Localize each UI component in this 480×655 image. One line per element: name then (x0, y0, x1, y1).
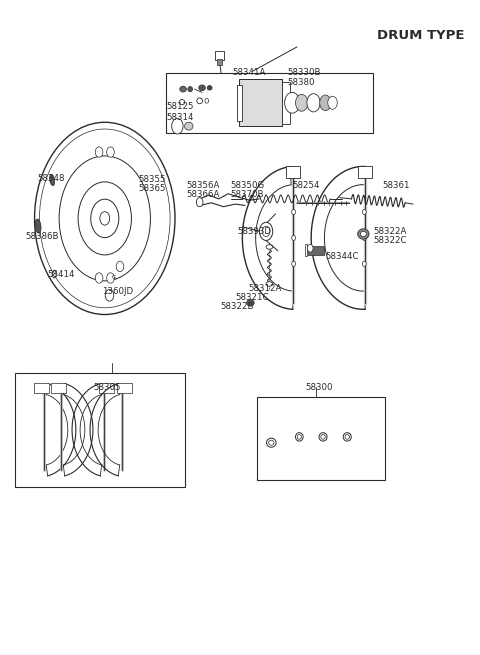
Circle shape (96, 272, 103, 283)
Ellipse shape (180, 86, 186, 92)
Text: 58322B: 58322B (220, 302, 253, 311)
Circle shape (172, 119, 183, 134)
Bar (282, 82, 290, 124)
Circle shape (116, 261, 124, 272)
Text: 58312A: 58312A (249, 284, 282, 293)
Bar (217, 59, 222, 65)
Circle shape (105, 290, 114, 301)
Text: 58414: 58414 (48, 270, 75, 279)
Circle shape (78, 182, 132, 255)
Ellipse shape (266, 245, 273, 250)
Circle shape (307, 94, 320, 112)
Circle shape (307, 244, 313, 252)
Text: 58322C: 58322C (374, 236, 408, 245)
Text: 58300: 58300 (305, 383, 333, 392)
Bar (93, 276, 117, 288)
Circle shape (107, 272, 114, 283)
Text: G: G (112, 276, 116, 280)
Bar (216, 51, 224, 60)
Text: 58380: 58380 (288, 77, 315, 86)
Text: 58386B: 58386B (25, 232, 59, 241)
Circle shape (296, 94, 308, 111)
Ellipse shape (35, 219, 41, 233)
Circle shape (362, 210, 366, 214)
Circle shape (91, 199, 119, 238)
Ellipse shape (345, 434, 349, 440)
Circle shape (107, 147, 114, 157)
Ellipse shape (49, 174, 55, 185)
Text: 58341A: 58341A (233, 68, 266, 77)
Text: 58125: 58125 (167, 102, 194, 111)
Text: 58366A: 58366A (187, 190, 220, 199)
Circle shape (100, 212, 110, 225)
Ellipse shape (199, 85, 205, 91)
Text: 58254: 58254 (292, 181, 320, 191)
Ellipse shape (205, 98, 209, 103)
Circle shape (39, 129, 170, 308)
Circle shape (262, 226, 270, 236)
Text: 1360JD: 1360JD (102, 287, 133, 295)
Ellipse shape (266, 282, 273, 286)
Ellipse shape (297, 434, 301, 440)
Ellipse shape (180, 100, 185, 105)
Bar (304, 244, 307, 256)
Circle shape (320, 95, 331, 111)
Bar (14, 373, 185, 487)
Circle shape (362, 261, 366, 267)
Text: 58365: 58365 (138, 184, 166, 193)
Bar (167, 73, 373, 133)
Ellipse shape (269, 440, 274, 445)
Ellipse shape (296, 433, 303, 441)
Bar (237, 84, 242, 121)
Text: 58322A: 58322A (374, 227, 407, 236)
Circle shape (59, 156, 150, 281)
Circle shape (328, 96, 337, 109)
Circle shape (96, 147, 103, 157)
Ellipse shape (52, 271, 56, 278)
Bar (34, 383, 49, 394)
Text: 58344C: 58344C (325, 252, 359, 261)
Ellipse shape (319, 433, 327, 441)
Bar (257, 397, 384, 480)
Bar (91, 148, 119, 162)
Text: 58330B: 58330B (288, 68, 321, 77)
Text: 58393D: 58393D (238, 227, 272, 236)
Circle shape (285, 92, 300, 113)
Bar (239, 79, 282, 126)
Text: DRUM TYPE: DRUM TYPE (376, 29, 464, 42)
Bar (358, 166, 372, 178)
Ellipse shape (184, 122, 193, 130)
Circle shape (292, 261, 296, 267)
Text: 58355: 58355 (138, 175, 166, 184)
Ellipse shape (360, 231, 366, 236)
Text: 58370B: 58370B (230, 190, 264, 199)
Text: 58350G: 58350G (230, 181, 265, 191)
Bar (51, 383, 66, 394)
Ellipse shape (321, 434, 325, 440)
Text: 58361: 58361 (383, 181, 410, 191)
Text: 58305: 58305 (93, 383, 120, 392)
Ellipse shape (197, 98, 203, 103)
Circle shape (196, 198, 203, 207)
Text: 58348: 58348 (37, 174, 64, 183)
Ellipse shape (247, 299, 254, 306)
Ellipse shape (266, 438, 276, 447)
Circle shape (292, 235, 296, 240)
Circle shape (362, 235, 366, 240)
Text: 58314: 58314 (167, 113, 194, 122)
Ellipse shape (358, 229, 369, 239)
Ellipse shape (343, 433, 351, 441)
Circle shape (35, 122, 175, 314)
Bar (117, 383, 132, 394)
Circle shape (292, 210, 296, 214)
Text: 58321C: 58321C (235, 293, 269, 302)
Circle shape (260, 222, 273, 240)
Bar (286, 166, 300, 178)
Ellipse shape (188, 86, 192, 92)
Ellipse shape (207, 86, 212, 90)
Bar (98, 383, 114, 394)
Text: 58356A: 58356A (187, 181, 220, 191)
Bar (306, 246, 324, 255)
